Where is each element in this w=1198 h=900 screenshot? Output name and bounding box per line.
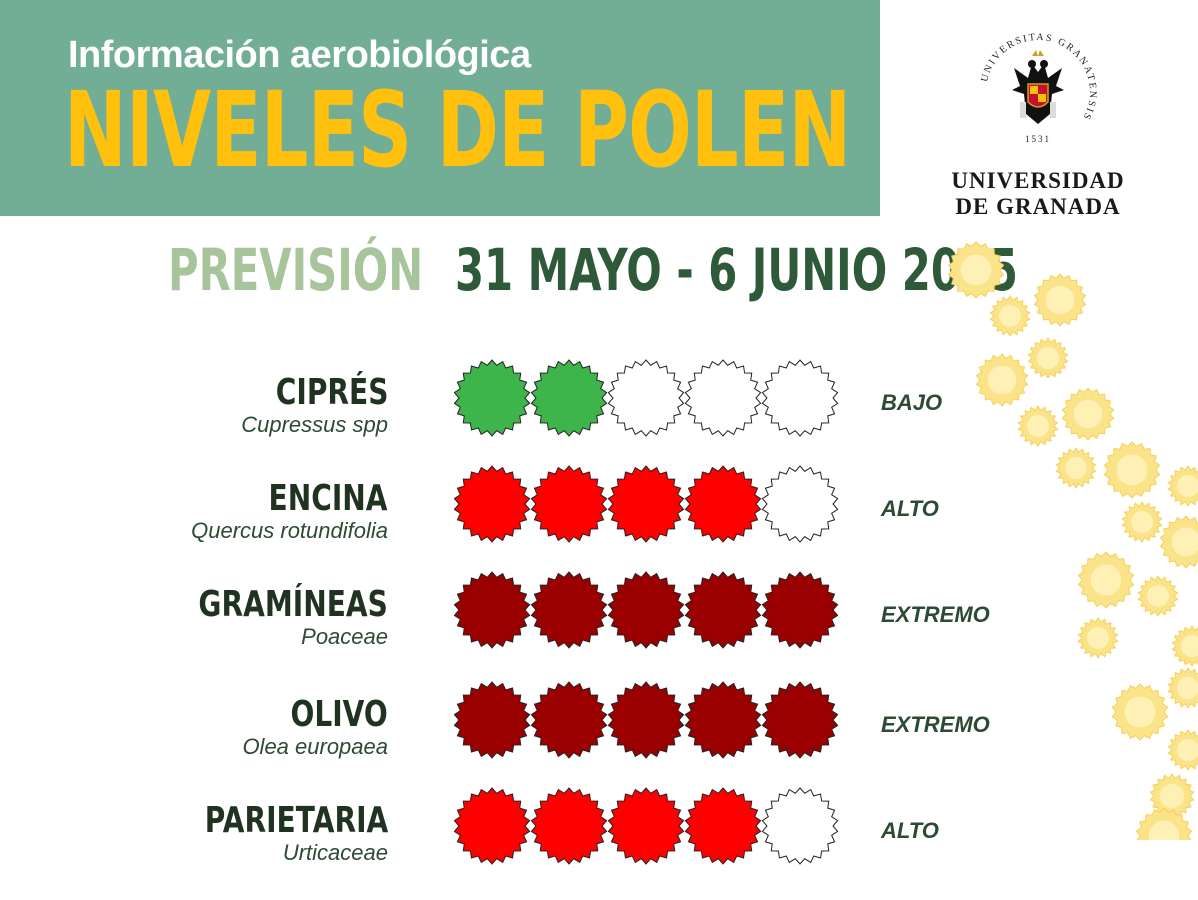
pollen-grain-core — [1090, 564, 1122, 596]
university-logo: UNIVERSITAS GRANATENSIS 1531 UNIVERSIDAD… — [920, 20, 1160, 220]
level-dot-filled — [607, 681, 685, 759]
pollen-grain-core — [1181, 635, 1198, 657]
level-dot-empty — [607, 359, 685, 437]
university-name-line1: UNIVERSIDAD — [951, 168, 1125, 193]
pollen-level-meter — [454, 681, 839, 759]
level-dot-empty — [684, 359, 762, 437]
plant-name: OLIVO — [290, 694, 388, 735]
level-dot-filled — [530, 359, 608, 437]
level-dot-filled — [607, 571, 685, 649]
pollen-grain-core — [1177, 677, 1198, 699]
level-dot-filled — [684, 571, 762, 649]
pollen-grain-core — [1116, 454, 1148, 486]
level-dot-filled — [530, 571, 608, 649]
pollen-grain-core — [1073, 399, 1103, 429]
plant-latin-name: Cupressus spp — [241, 412, 388, 437]
university-seal-icon: UNIVERSITAS GRANATENSIS 1531 — [976, 30, 1100, 154]
plant-name: ENCINA — [269, 478, 388, 519]
plant-name: PARIETARIA — [204, 800, 388, 841]
level-label: ALTO — [881, 818, 939, 843]
pollen-grain-core — [1177, 739, 1198, 761]
pollen-grain-core — [999, 305, 1021, 327]
level-dot-filled — [530, 465, 608, 543]
forecast-dates: 31 MAYO - 6 JUNIO 2025 — [455, 236, 1018, 304]
level-dot-filled — [761, 681, 839, 759]
pollen-grain-core — [987, 365, 1017, 395]
pollen-grain-core — [1131, 511, 1153, 533]
level-dot-empty — [761, 787, 839, 865]
forecast-label: PREVISIÓN — [168, 236, 424, 304]
plant-latin-name: Poaceae — [301, 624, 388, 649]
plant-latin-name: Olea europaea — [242, 734, 388, 759]
pollen-grain-core — [1027, 415, 1049, 437]
header-subtitle: Información aerobiológica — [68, 34, 531, 76]
level-dot-empty — [761, 465, 839, 543]
pollen-level-meter — [454, 465, 839, 543]
pollen-grain-core — [1147, 585, 1169, 607]
pollen-row: PARIETARIA Urticaceae ALTO — [0, 787, 1198, 900]
plant-latin-name: Quercus rotundifolia — [191, 518, 388, 543]
level-dot-filled — [684, 681, 762, 759]
pollen-row: GRAMÍNEAS Poaceae EXTREMO — [0, 571, 1198, 684]
level-label: BAJO — [881, 390, 943, 415]
level-dot-filled — [761, 571, 839, 649]
pollen-row: OLIVO Olea europaea EXTREMO — [0, 681, 1198, 794]
seal-year: 1531 — [1025, 134, 1051, 144]
level-dot-filled — [454, 571, 531, 649]
level-dot-filled — [607, 787, 685, 865]
pollen-grain-core — [1045, 285, 1075, 315]
header-band: Información aerobiológica NIVELES DE POL… — [0, 0, 880, 216]
pollen-row: CIPRÉS Cupressus spp BAJO — [0, 359, 1198, 472]
level-dot-filled — [530, 681, 608, 759]
pollen-grain-core — [1037, 347, 1059, 369]
pollen-grain-core — [1177, 475, 1198, 497]
pollen-grain-core — [1148, 820, 1180, 840]
pollen-grain-core — [1171, 527, 1198, 557]
plant-name: GRAMÍNEAS — [198, 584, 388, 625]
level-dot-filled — [454, 681, 531, 759]
plant-name: CIPRÉS — [275, 372, 388, 413]
level-label: EXTREMO — [881, 602, 990, 627]
level-dot-filled — [454, 359, 531, 437]
pollen-grain-core — [1065, 457, 1087, 479]
level-dot-filled — [454, 787, 531, 865]
pollen-level-meter — [454, 571, 839, 649]
page-title: NIVELES DE POLEN — [64, 69, 851, 191]
pollen-grain-core — [1087, 627, 1109, 649]
plant-latin-name: Urticaceae — [282, 840, 388, 865]
level-dot-filled — [530, 787, 608, 865]
pollen-level-meter — [454, 787, 839, 865]
level-dot-filled — [454, 465, 531, 543]
pollen-row: ENCINA Quercus rotundifolia ALTO — [0, 465, 1198, 578]
pollen-bubbles-decoration — [947, 241, 1198, 840]
pollen-grain-core — [960, 254, 992, 286]
level-dot-filled — [684, 465, 762, 543]
university-name-line2: DE GRANADA — [955, 194, 1121, 219]
pollen-grain-core — [1124, 696, 1156, 728]
level-dot-filled — [607, 465, 685, 543]
pollen-grain-core — [1159, 783, 1185, 809]
pollen-level-meter — [454, 359, 839, 437]
level-label: ALTO — [881, 496, 939, 521]
level-dot-empty — [761, 359, 839, 437]
level-label: EXTREMO — [881, 712, 990, 737]
level-dot-filled — [684, 787, 762, 865]
